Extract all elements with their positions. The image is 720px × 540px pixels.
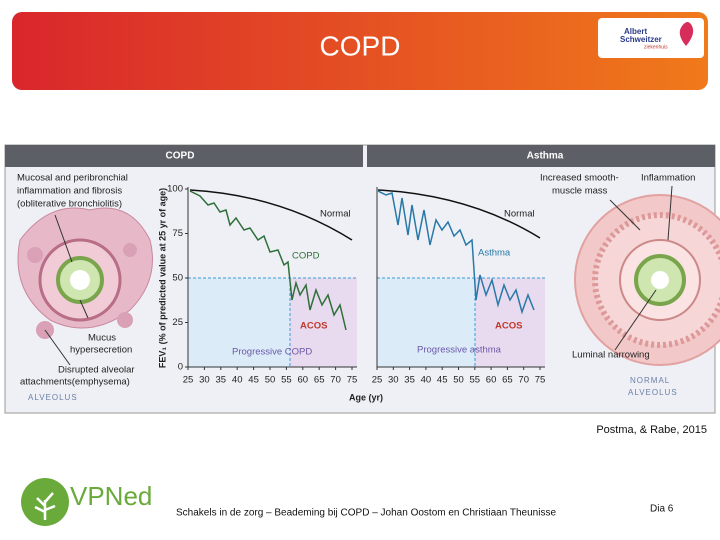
logo-heart [679,22,694,46]
x-tick-label: 30 [199,375,210,386]
annotation: Luminal narrowing [572,350,650,361]
y-tick-label: 0 [178,362,183,373]
normal-airway-illustration [574,185,720,366]
x-tick-label: 70 [330,375,341,386]
x-tick-label: 60 [486,375,497,386]
x-tick-label: 70 [518,375,529,386]
asthma-curve [377,190,535,315]
curve-label: Normal [320,209,351,220]
annotation: ALVEOLUS [28,393,78,402]
y-axis-label: FEV₁ (% of predicted value at 25 yr of a… [157,188,167,368]
curve-label: ACOS [495,321,522,332]
annotation: attachments(emphysema) [20,377,130,388]
shaded-region [188,278,290,367]
curve-label: COPD [292,251,320,262]
x-tick-label: 25 [183,375,194,386]
x-tick-label: 50 [453,375,464,386]
normal-curve [377,189,541,239]
x-tick-label: 55 [281,375,292,386]
annotation: ALVEOLUS [628,388,678,397]
annotation: NORMAL [630,376,670,385]
x-tick-label: 35 [216,375,227,386]
x-axis-label: Age (yr) [349,392,383,402]
annotation: hypersecretion [70,345,132,356]
x-tick-label: 75 [347,375,358,386]
annotation: inflammation and fibrosis [17,186,122,197]
citation: Postma, & Rabe, 2015 [596,424,707,436]
footer-text: Schakels in de zorg – Beademing bij COPD… [176,508,556,519]
y-tick-label: 100 [167,184,183,195]
logo-box [598,18,704,58]
copd-curve [189,190,347,331]
x-tick-label: 60 [298,375,309,386]
annotation: (obliterative bronchiolitis) [17,199,122,210]
shaded-region [377,278,475,367]
slide-title: COPD [320,30,401,61]
y-tick-label: 50 [172,273,183,284]
annotation: Increased smooth- [540,173,619,184]
curve-label: Progressive asthma [417,345,502,356]
logo-text: ziekenhuis [644,44,668,50]
brand: VPNed [70,481,152,511]
x-tick-label: 55 [470,375,481,386]
copd-airway-illustration [17,207,153,366]
panel-header [5,145,363,167]
normal-curve [189,189,353,241]
annotation: Mucus [88,333,116,344]
x-tick-label: 65 [314,375,325,386]
panel-title: Asthma [527,151,564,162]
x-tick-label: 75 [535,375,546,386]
x-tick-label: 35 [404,375,415,386]
header-banner [12,12,708,90]
x-tick-label: 45 [248,375,259,386]
logo-text: Albert [624,27,647,36]
annotation: Mucosal and peribronchial [17,173,128,184]
curve-label: Progressive COPD [232,347,312,358]
x-tick-label: 65 [502,375,513,386]
x-tick-label: 30 [388,375,399,386]
x-tick-label: 40 [421,375,432,386]
x-tick-label: 40 [232,375,243,386]
curve-label: Asthma [478,248,511,259]
curve-label: Normal [504,209,535,220]
x-tick-label: 45 [437,375,448,386]
vpned-logo [21,478,69,526]
y-tick-label: 25 [172,317,183,328]
slide-number: Dia 6 [650,504,674,515]
curve-label: ACOS [300,321,327,332]
panel-title: COPD [166,151,195,162]
panel-header [367,145,715,167]
annotation: Inflammation [641,173,695,184]
y-tick-label: 75 [172,228,183,239]
x-tick-label: 50 [265,375,276,386]
annotation: Disrupted alveolar [58,365,135,376]
annotation: muscle mass [552,186,608,197]
logo-text: Schweitzer [620,35,662,44]
x-tick-label: 25 [372,375,383,386]
